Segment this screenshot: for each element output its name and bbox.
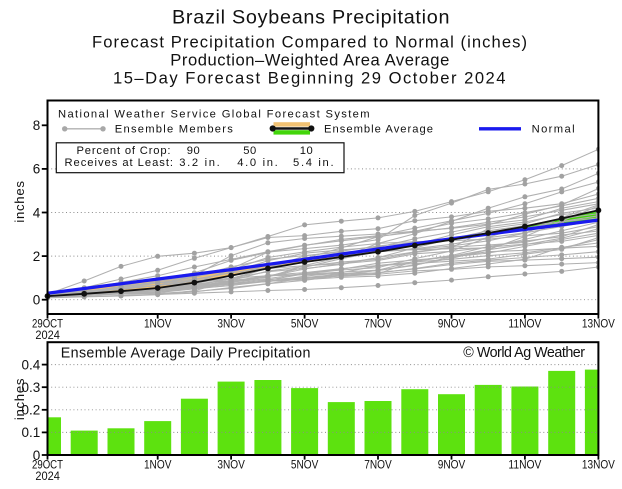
svg-text:6: 6 — [33, 162, 41, 177]
svg-text:Production–Weighted Area Avera: Production–Weighted Area Average — [170, 50, 449, 69]
svg-text:0.2: 0.2 — [22, 403, 41, 418]
svg-text:© World Ag Weather: © World Ag Weather — [463, 345, 585, 361]
svg-text:90: 90 — [187, 145, 200, 157]
svg-text:Forecast Precipitation Compare: Forecast Precipitation Compared to Norma… — [92, 33, 527, 52]
svg-text:9NOV: 9NOV — [438, 319, 466, 331]
svg-text:9NOV: 9NOV — [438, 459, 466, 471]
svg-text:Brazil Soybeans Precipitation: Brazil Soybeans Precipitation — [172, 6, 450, 28]
svg-text:3.2 in.: 3.2 in. — [179, 157, 220, 169]
svg-text:4.0 in.: 4.0 in. — [237, 157, 278, 169]
svg-text:Ensemble Members: Ensemble Members — [115, 124, 233, 136]
svg-text:11NOV: 11NOV — [508, 319, 541, 331]
svg-text:7NOV: 7NOV — [364, 319, 392, 331]
svg-text:5NOV: 5NOV — [291, 459, 319, 471]
svg-text:29OCT: 29OCT — [32, 319, 63, 331]
svg-text:13NOV: 13NOV — [582, 319, 615, 331]
svg-text:Ensemble Average Daily Precipi: Ensemble Average Daily Precipitation — [61, 345, 311, 361]
svg-text:inches: inches — [12, 180, 27, 222]
svg-text:15–Day Forecast Beginning 29 O: 15–Day Forecast Beginning 29 October 202… — [113, 68, 506, 87]
svg-text:0: 0 — [33, 448, 41, 463]
svg-text:7NOV: 7NOV — [364, 459, 392, 471]
svg-text:0.4: 0.4 — [22, 357, 41, 372]
svg-text:11NOV: 11NOV — [508, 459, 541, 471]
svg-text:3NOV: 3NOV — [217, 459, 245, 471]
svg-text:1NOV: 1NOV — [144, 459, 172, 471]
svg-text:Normal: Normal — [532, 124, 575, 136]
svg-text:0.1: 0.1 — [22, 425, 41, 440]
svg-text:50: 50 — [243, 145, 256, 157]
svg-text:National Weather Service Globa: National Weather Service Global Forecast… — [58, 108, 370, 120]
svg-text:4: 4 — [33, 205, 41, 220]
svg-text:2024: 2024 — [35, 330, 60, 342]
svg-text:inches: inches — [12, 378, 27, 420]
svg-text:Percent of Crop:: Percent of Crop: — [77, 145, 171, 157]
svg-text:2024: 2024 — [35, 471, 60, 483]
svg-text:0: 0 — [33, 293, 41, 308]
svg-text:2: 2 — [33, 249, 41, 264]
svg-text:0.3: 0.3 — [22, 380, 41, 395]
svg-text:5.4 in.: 5.4 in. — [293, 157, 334, 169]
svg-text:13NOV: 13NOV — [582, 459, 615, 471]
svg-text:8: 8 — [33, 118, 41, 133]
svg-text:3NOV: 3NOV — [217, 319, 245, 331]
svg-text:5NOV: 5NOV — [291, 319, 319, 331]
svg-text:Ensemble Average: Ensemble Average — [324, 124, 433, 136]
svg-text:10: 10 — [300, 145, 313, 157]
svg-text:29OCT: 29OCT — [32, 459, 63, 471]
svg-text:1NOV: 1NOV — [144, 319, 172, 331]
svg-text:Receives at Least:: Receives at Least: — [65, 157, 174, 169]
